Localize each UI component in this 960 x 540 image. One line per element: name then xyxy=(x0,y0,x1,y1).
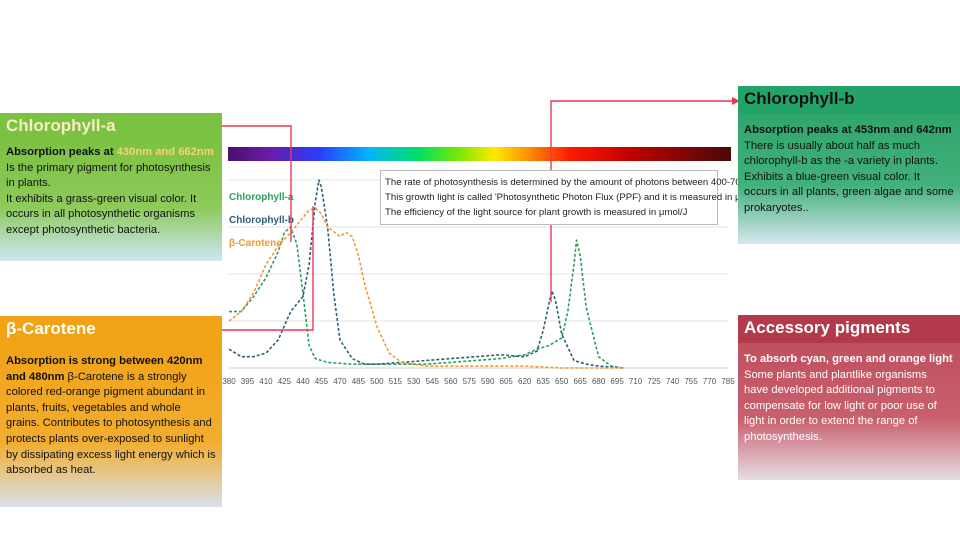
x-tick-680: 680 xyxy=(592,377,606,386)
carotene-description: β-Carotene is a strongly colored red-ora… xyxy=(6,370,216,477)
x-tick-620: 620 xyxy=(518,377,532,386)
x-tick-410: 410 xyxy=(259,377,273,386)
chart-series xyxy=(228,179,624,369)
x-tick-560: 560 xyxy=(444,377,458,386)
chlorophyll-a-panel: Chlorophyll-a Absorption peaks at 430nm … xyxy=(0,113,222,261)
carotene-strong: Absorption is strong between 420nm and 4… xyxy=(6,355,203,383)
chlorophyll-b-panel: Chlorophyll-b Absorption peaks at 453nm … xyxy=(738,86,960,244)
legend-chlorophyll-b: Chlorophyll-b xyxy=(229,215,294,226)
carotene-body: Absorption is strong between 420nm and 4… xyxy=(0,344,222,507)
x-tick-470: 470 xyxy=(333,377,347,386)
x-tick-740: 740 xyxy=(666,377,680,386)
accessory-body: To absorb cyan, green and orange light S… xyxy=(738,343,960,480)
series--carotene xyxy=(228,207,624,369)
x-tick-395: 395 xyxy=(241,377,255,386)
carotene-panel: β-Carotene Absorption is strong between … xyxy=(0,316,222,507)
note-line-1: The rate of photosynthesis is determined… xyxy=(385,177,760,188)
x-tick-515: 515 xyxy=(389,377,403,386)
chlorophyll-a-description: Is the primary pigment for photosynthesi… xyxy=(6,161,211,236)
x-tick-590: 590 xyxy=(481,377,495,386)
x-tick-545: 545 xyxy=(426,377,440,386)
x-tick-605: 605 xyxy=(500,377,514,386)
chlorophyll-b-strong: Absorption peaks at 453nm and 642nm xyxy=(744,124,952,136)
x-tick-665: 665 xyxy=(573,377,587,386)
chlorophyll-b-title: Chlorophyll-b xyxy=(738,86,960,114)
x-tick-485: 485 xyxy=(352,377,366,386)
accessory-strong: To absorb cyan, green and orange light xyxy=(744,353,953,365)
x-tick-650: 650 xyxy=(555,377,569,386)
x-tick-725: 725 xyxy=(647,377,661,386)
x-tick-500: 500 xyxy=(370,377,384,386)
x-tick-425: 425 xyxy=(278,377,292,386)
arrow-head-chlorophyll-b xyxy=(732,97,740,105)
accessory-title: Accessory pigments xyxy=(738,315,960,343)
legend-chlorophyll-a: Chlorophyll-a xyxy=(229,192,294,203)
x-tick-440: 440 xyxy=(296,377,310,386)
x-tick-755: 755 xyxy=(684,377,698,386)
x-tick-575: 575 xyxy=(463,377,477,386)
chlorophyll-a-peaks-value: 430nm and 662nm xyxy=(116,146,214,158)
accessory-description: Some plants and plantlike organisms have… xyxy=(744,368,937,443)
legend-carotene: β-Carotene xyxy=(229,238,282,249)
note-line-2: This growth light is called 'Photosynthe… xyxy=(385,192,764,203)
x-tick-695: 695 xyxy=(610,377,624,386)
chart-legend: Chlorophyll-a Chlorophyll-b β-Carotene xyxy=(229,192,294,249)
x-tick-770: 770 xyxy=(703,377,717,386)
chlorophyll-a-body: Absorption peaks at 430nm and 662nm Is t… xyxy=(0,141,222,261)
carotene-title: β-Carotene xyxy=(0,316,222,344)
ppf-note: The rate of photosynthesis is determined… xyxy=(380,170,764,225)
x-tick-labels: 380 395 410 425 440 455 470 485 500 515 530 545 560 5… xyxy=(222,377,735,386)
arrow-chlorophyll-b xyxy=(550,100,736,302)
arrow-chlorophyll-a xyxy=(188,125,292,242)
x-tick-785: 785 xyxy=(721,377,735,386)
series-chlorophyll-b xyxy=(228,179,624,369)
chlorophyll-a-title: Chlorophyll-a xyxy=(0,113,222,141)
note-line-3: The efficiency of the light source for p… xyxy=(385,207,688,218)
spectrum-bar xyxy=(228,147,731,161)
chlorophyll-b-description: There is usually about half as much chlo… xyxy=(744,139,954,214)
accessory-panel: Accessory pigments To absorb cyan, green… xyxy=(738,315,960,480)
series-chlorophyll-a xyxy=(229,226,624,369)
x-tick-530: 530 xyxy=(407,377,421,386)
chlorophyll-a-peaks-label: Absorption peaks at xyxy=(6,146,117,158)
x-tick-380: 380 xyxy=(222,377,236,386)
chlorophyll-b-body: Absorption peaks at 453nm and 642nm Ther… xyxy=(738,114,960,244)
x-tick-455: 455 xyxy=(315,377,329,386)
x-tick-635: 635 xyxy=(537,377,551,386)
x-tick-710: 710 xyxy=(629,377,643,386)
